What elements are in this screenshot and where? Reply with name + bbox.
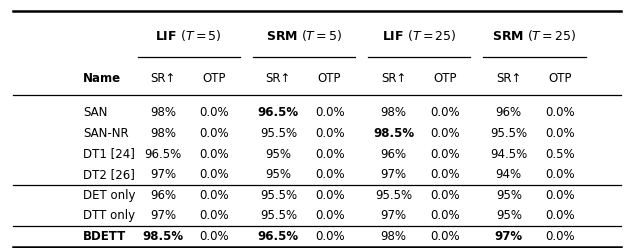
Text: 0.0%: 0.0% <box>430 230 460 243</box>
Text: 0.0%: 0.0% <box>545 230 575 243</box>
Text: BDETT: BDETT <box>83 230 127 243</box>
Text: 94%: 94% <box>496 168 522 181</box>
Text: 97%: 97% <box>381 168 406 181</box>
Text: 0.5%: 0.5% <box>545 148 575 160</box>
Text: 97%: 97% <box>381 209 406 222</box>
Text: 0.0%: 0.0% <box>200 127 229 140</box>
Text: 96.5%: 96.5% <box>258 230 299 243</box>
Text: 0.0%: 0.0% <box>200 168 229 181</box>
Text: 96.5%: 96.5% <box>145 148 182 160</box>
Text: 0.0%: 0.0% <box>545 168 575 181</box>
Text: 0.0%: 0.0% <box>430 189 460 202</box>
Text: 0.0%: 0.0% <box>430 127 460 140</box>
Text: DTT only: DTT only <box>83 209 135 222</box>
Text: 0.0%: 0.0% <box>200 230 229 243</box>
Text: 0.0%: 0.0% <box>545 209 575 222</box>
Text: 95%: 95% <box>266 148 291 160</box>
Text: $\mathbf{LIF}$ $(T = 25)$: $\mathbf{LIF}$ $(T = 25)$ <box>382 29 456 43</box>
Text: 96%: 96% <box>150 189 176 202</box>
Text: 95.5%: 95.5% <box>375 189 412 202</box>
Text: 0.0%: 0.0% <box>430 148 460 160</box>
Text: DT1 [24]: DT1 [24] <box>83 148 135 160</box>
Text: 0.0%: 0.0% <box>545 106 575 119</box>
Text: $\mathbf{SRM}$ $(T = 25)$: $\mathbf{SRM}$ $(T = 25)$ <box>492 29 577 43</box>
Text: SAN-NR: SAN-NR <box>83 127 129 140</box>
Text: 0.0%: 0.0% <box>315 209 344 222</box>
Text: 95.5%: 95.5% <box>260 127 297 140</box>
Text: DET only: DET only <box>83 189 136 202</box>
Text: 96%: 96% <box>496 106 522 119</box>
Text: SR↑: SR↑ <box>381 72 406 85</box>
Text: 0.0%: 0.0% <box>315 168 344 181</box>
Text: 0.0%: 0.0% <box>315 189 344 202</box>
Text: 95%: 95% <box>496 189 522 202</box>
Text: 95.5%: 95.5% <box>260 189 297 202</box>
Text: 0.0%: 0.0% <box>430 168 460 181</box>
Text: $\mathbf{LIF}$ $(T = 5)$: $\mathbf{LIF}$ $(T = 5)$ <box>156 29 222 43</box>
Text: 97%: 97% <box>150 209 176 222</box>
Text: 95%: 95% <box>496 209 522 222</box>
Text: SR↑: SR↑ <box>496 72 522 85</box>
Text: 0.0%: 0.0% <box>430 209 460 222</box>
Text: 0.0%: 0.0% <box>545 189 575 202</box>
Text: SAN: SAN <box>83 106 108 119</box>
Text: 95%: 95% <box>266 168 291 181</box>
Text: 96%: 96% <box>381 148 406 160</box>
Text: 0.0%: 0.0% <box>545 127 575 140</box>
Text: 94.5%: 94.5% <box>490 148 527 160</box>
Text: 96.5%: 96.5% <box>258 106 299 119</box>
Text: 98.5%: 98.5% <box>373 127 414 140</box>
Text: OTP: OTP <box>318 72 341 85</box>
Text: 98%: 98% <box>381 106 406 119</box>
Text: 98.5%: 98.5% <box>143 230 184 243</box>
Text: SR↑: SR↑ <box>266 72 291 85</box>
Text: OTP: OTP <box>433 72 456 85</box>
Text: OTP: OTP <box>548 72 572 85</box>
Text: $\mathbf{SRM}$ $(T = 5)$: $\mathbf{SRM}$ $(T = 5)$ <box>266 29 342 43</box>
Text: 95.5%: 95.5% <box>260 209 297 222</box>
Text: 0.0%: 0.0% <box>200 189 229 202</box>
Text: 0.0%: 0.0% <box>430 106 460 119</box>
Text: 0.0%: 0.0% <box>315 106 344 119</box>
Text: 0.0%: 0.0% <box>200 148 229 160</box>
Text: SR↑: SR↑ <box>150 72 176 85</box>
Text: 95.5%: 95.5% <box>490 127 527 140</box>
Text: OTP: OTP <box>203 72 226 85</box>
Text: 98%: 98% <box>150 127 176 140</box>
Text: 98%: 98% <box>150 106 176 119</box>
Text: 98%: 98% <box>381 230 406 243</box>
Text: DT2 [26]: DT2 [26] <box>83 168 135 181</box>
Text: 0.0%: 0.0% <box>315 230 344 243</box>
Text: 0.0%: 0.0% <box>315 148 344 160</box>
Text: Name: Name <box>83 72 122 85</box>
Text: 97%: 97% <box>150 168 176 181</box>
Text: 0.0%: 0.0% <box>200 106 229 119</box>
Text: 97%: 97% <box>495 230 523 243</box>
Text: 0.0%: 0.0% <box>315 127 344 140</box>
Text: 0.0%: 0.0% <box>200 209 229 222</box>
